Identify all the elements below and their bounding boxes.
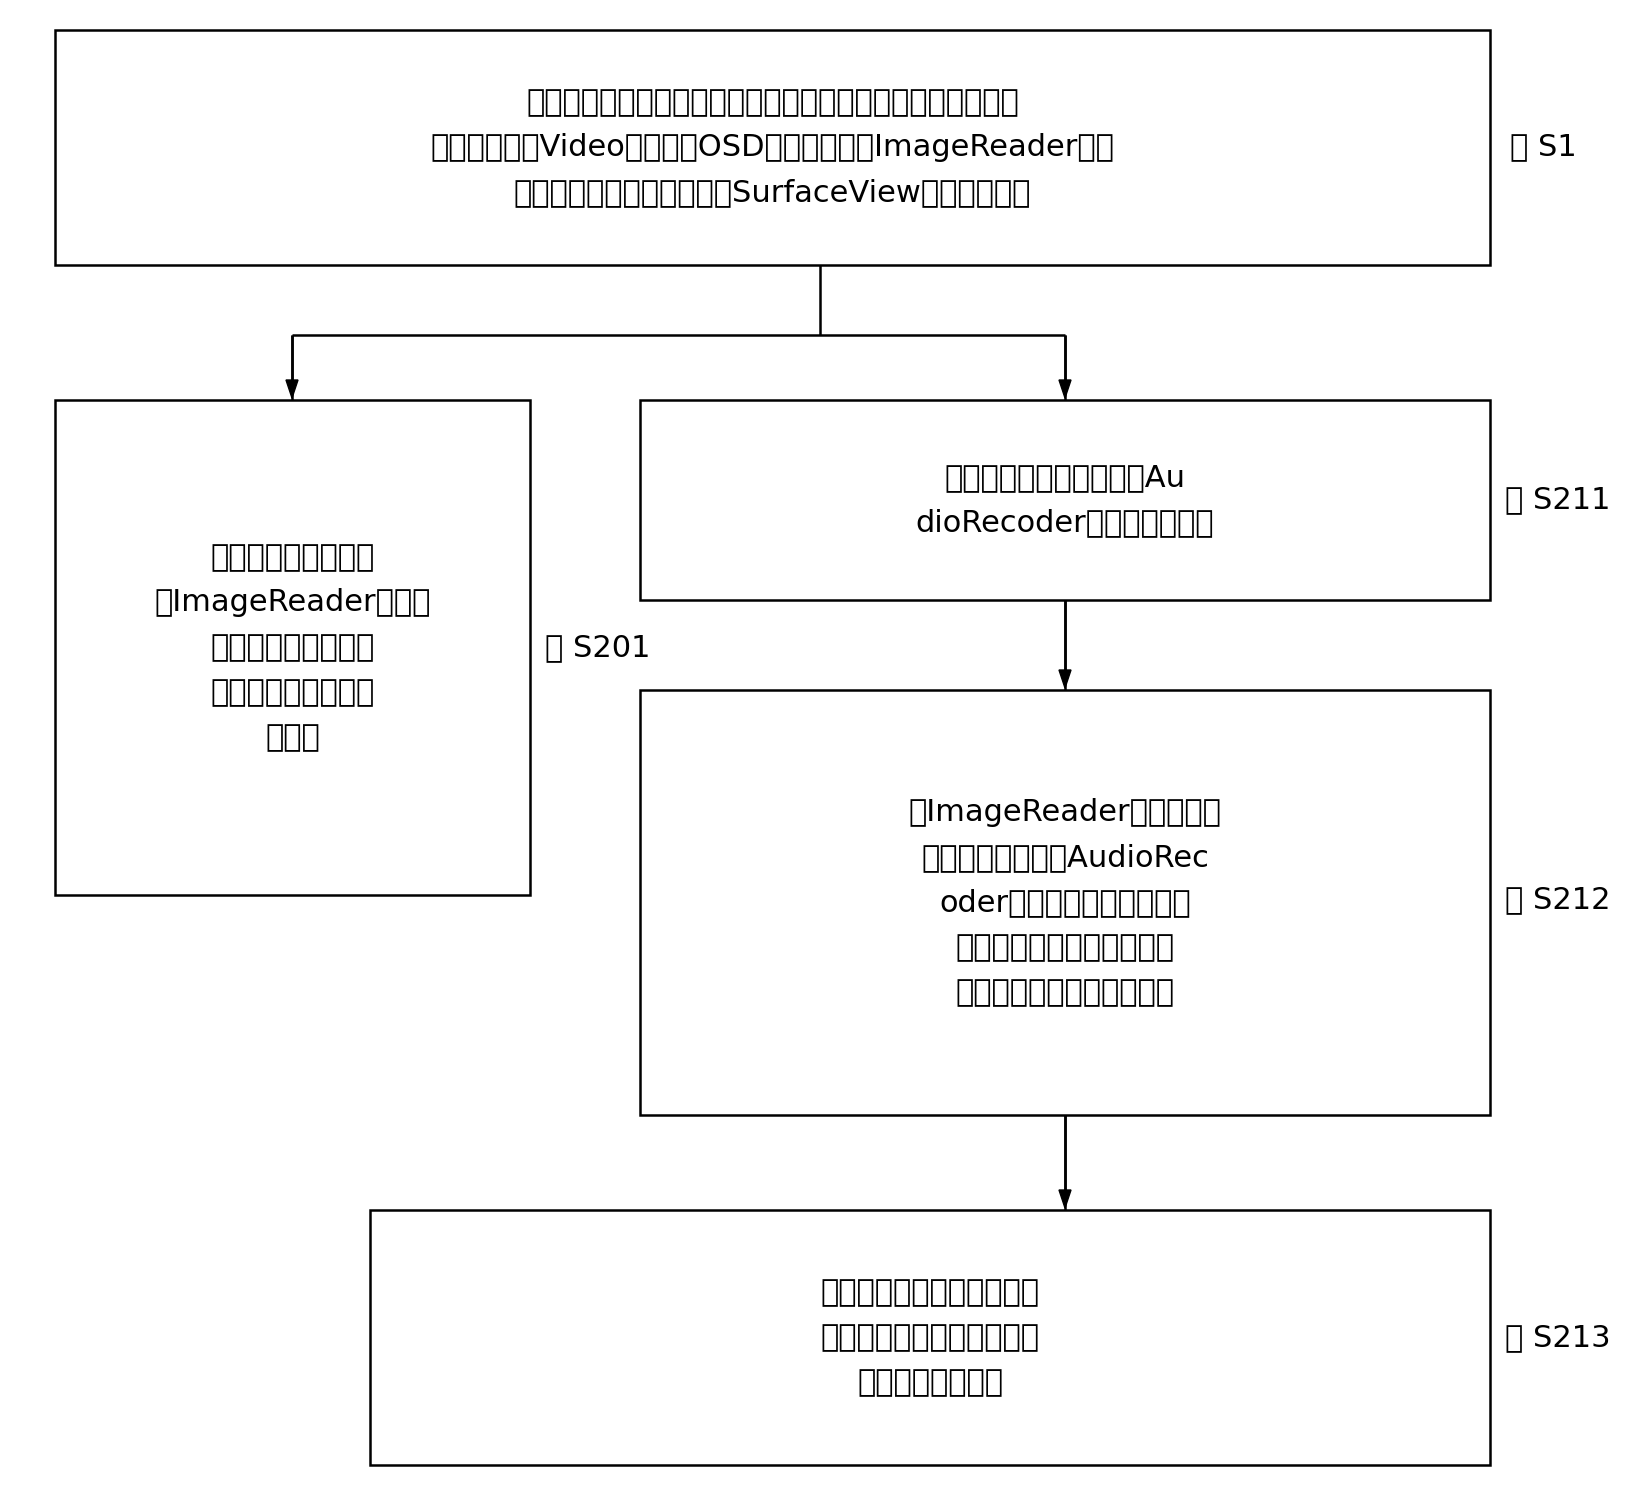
Bar <box>56 400 529 895</box>
Text: ～ S1: ～ S1 <box>1510 132 1575 162</box>
Bar <box>56 30 1490 265</box>
Bar <box>639 690 1490 1115</box>
Text: 在收到拍照指令后，
从ImageReader中获取
相应的图像帧数据并
将其编码成图片格式
并保存: 在收到拍照指令后， 从ImageReader中获取 相应的图像帧数据并 将其编码… <box>154 543 431 752</box>
Text: 在收到录像指令后，启动Au
dioRecoder获取音频帧数据: 在收到录像指令后，启动Au dioRecoder获取音频帧数据 <box>915 463 1213 537</box>
Polygon shape <box>1059 670 1070 688</box>
Text: 从ImageReader中获取相应
的图像帧数据，从AudioRec
oder中获取相应的音频帧数
据，并为每个图像帧数据和
每个音频帧数据打上时间戳: 从ImageReader中获取相应 的图像帧数据，从AudioRec oder中… <box>908 797 1221 1007</box>
Text: ～ S213: ～ S213 <box>1505 1324 1609 1352</box>
Polygon shape <box>1059 1190 1070 1208</box>
Text: ～ S201: ～ S201 <box>544 634 651 663</box>
Bar <box>370 1210 1490 1465</box>
Text: ～ S211: ～ S211 <box>1505 486 1609 514</box>
Bar <box>639 400 1490 600</box>
Text: 根据时间戳对所述图像帧数
据和音频帧数据进行合成获
得目标视频并保存: 根据时间戳对所述图像帧数 据和音频帧数据进行合成获 得目标视频并保存 <box>820 1279 1039 1397</box>
Polygon shape <box>1059 381 1070 399</box>
Polygon shape <box>285 381 298 399</box>
Text: 在所述智能电视的相机功能启动后，将获取的预览图像进行硬
解码后显示在Video层，隐藏OSD层，同时使用ImageReader捕获
图像帧数据，并截断传送至Su: 在所述智能电视的相机功能启动后，将获取的预览图像进行硬 解码后显示在Video层… <box>431 88 1115 207</box>
Text: ～ S212: ～ S212 <box>1505 886 1609 914</box>
